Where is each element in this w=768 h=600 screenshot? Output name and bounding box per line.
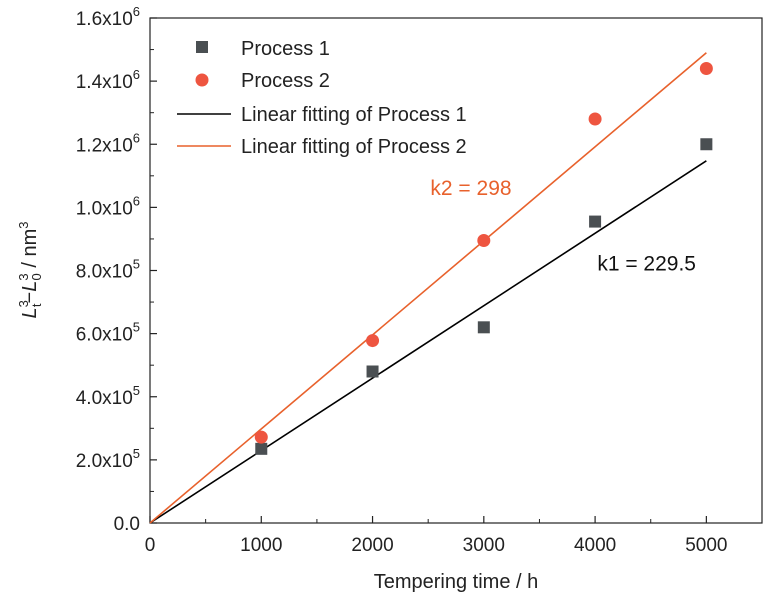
legend: Process 1 Process 2 Linear fitting of Pr… <box>177 38 467 158</box>
y-tick-exponent: 5 <box>133 257 140 272</box>
process-2-point <box>254 430 268 444</box>
y-tick-label: 2.0x105 <box>76 446 140 472</box>
legend-marker-process-2 <box>195 73 209 87</box>
x-tick-label: 5000 <box>685 535 727 556</box>
y-tick-exponent: 6 <box>133 4 140 19</box>
y-title-sup2: 3 <box>16 273 31 280</box>
y-title-unit-sup: 3 <box>16 222 31 229</box>
y-tick-mantissa: 2.0x10 <box>76 451 133 472</box>
y-tick-exponent: 6 <box>133 130 140 145</box>
process-2-point <box>477 234 491 248</box>
legend-label-fit-2: Linear fitting of Process 2 <box>241 136 467 158</box>
y-title-unit: / nm <box>19 229 41 273</box>
x-axis-title: Tempering time / h <box>374 571 539 593</box>
y-tick-exponent: 5 <box>133 383 140 398</box>
x-tick-label: 2000 <box>351 535 393 556</box>
y-tick-exponent: 5 <box>133 446 140 461</box>
fit-line-2 <box>149 160 707 524</box>
y-axis-title: L3t−L30 / nm3 <box>16 222 44 319</box>
x-tick-label: 4000 <box>574 535 616 556</box>
y-tick-label: 1.0x106 <box>76 193 140 219</box>
data-points <box>254 62 713 455</box>
y-title-sub1: t <box>29 303 44 307</box>
y-tick-label: 1.4x106 <box>76 67 140 93</box>
fit-line-3 <box>149 52 707 524</box>
legend-label-process-1: Process 1 <box>241 38 330 60</box>
y-axis-ticks: 0.02.0x1054.0x1056.0x1058.0x1051.0x1061.… <box>76 4 157 535</box>
y-title-l2: L <box>19 281 41 292</box>
process-1-point <box>255 442 268 455</box>
x-tick-label: 0 <box>145 535 156 556</box>
y-tick-exponent: 6 <box>133 67 140 82</box>
y-tick-mantissa: 6.0x10 <box>76 325 133 346</box>
y-tick-mantissa: 1.6x10 <box>76 9 133 30</box>
process-2-point <box>699 62 713 75</box>
x-axis-ticks: 0 1000 2000 3000 4000 5000 <box>145 516 728 556</box>
process-1-point <box>589 215 602 228</box>
y-tick-label: 1.6x106 <box>76 4 140 30</box>
y-tick-label: 4.0x105 <box>76 383 140 409</box>
y-tick-mantissa: 4.0x10 <box>76 388 133 409</box>
process-1-point <box>477 321 490 334</box>
annotation-k1: k1 = 229.5 <box>597 253 696 276</box>
y-tick-exponent: 6 <box>133 193 140 208</box>
annotation-k2: k2 = 298 <box>430 177 511 200</box>
y-tick-label: 6.0x105 <box>76 320 140 346</box>
y-tick-mantissa: 8.0x10 <box>76 262 133 283</box>
y-tick-mantissa: 0.0 <box>114 514 140 535</box>
x-tick-label: 1000 <box>240 535 282 556</box>
legend-label-process-2: Process 2 <box>241 70 330 92</box>
process-2-point <box>588 112 602 126</box>
y-title-l1: L <box>19 307 41 318</box>
y-title-sub2: 0 <box>29 273 44 280</box>
y-tick-mantissa: 1.0x10 <box>76 198 133 219</box>
process-1-point <box>366 365 379 378</box>
y-title-minus: − <box>19 292 41 304</box>
y-tick-label: 1.2x106 <box>76 130 140 156</box>
x-tick-label: 3000 <box>463 535 505 556</box>
y-tick-mantissa: 1.4x10 <box>76 72 133 93</box>
y-title-sup1: 3 <box>16 300 31 307</box>
y-tick-mantissa: 1.2x10 <box>76 135 133 156</box>
legend-label-fit-1: Linear fitting of Process 1 <box>241 104 467 126</box>
process-2-point <box>366 334 380 348</box>
legend-marker-process-1 <box>196 41 208 53</box>
y-tick-label: 8.0x105 <box>76 257 140 283</box>
y-tick-label: 0.0 <box>114 514 140 535</box>
process-1-point <box>700 138 713 151</box>
y-tick-exponent: 5 <box>133 320 140 335</box>
fit-lines <box>149 52 707 524</box>
